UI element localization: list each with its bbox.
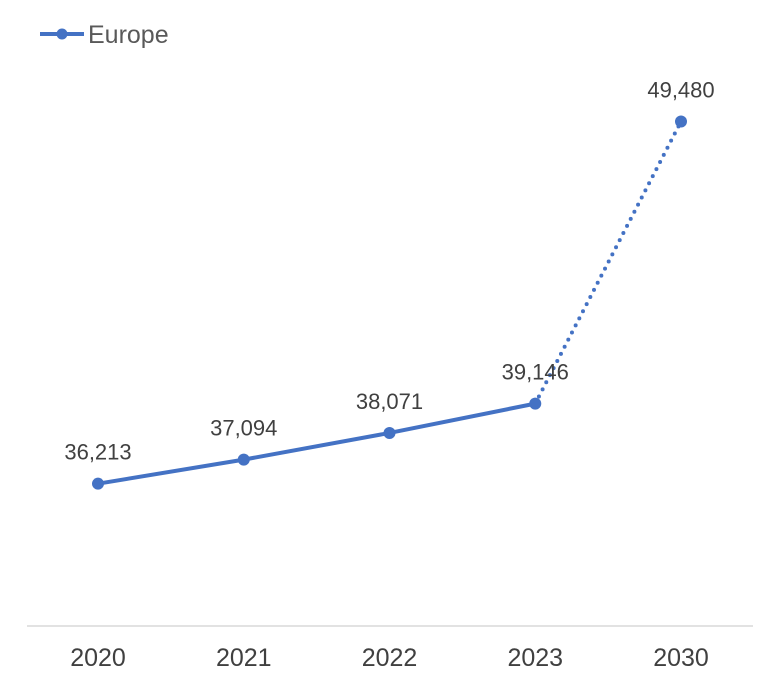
data-label-2020: 36,213	[64, 440, 131, 465]
series-line-segment	[387, 401, 538, 435]
data-label-2023: 39,146	[502, 360, 569, 385]
data-labels: 36,213 37,094 38,071 39,146 49,480	[64, 77, 714, 464]
series-line-segment-projected	[533, 119, 683, 406]
data-point-2022	[383, 426, 396, 439]
data-point-2021	[237, 453, 250, 466]
data-label-2021: 37,094	[210, 416, 277, 441]
legend: Europe	[40, 21, 169, 49]
x-tick-label-2021: 2021	[216, 644, 272, 672]
data-point-2023	[529, 397, 542, 410]
legend-dot-marker	[56, 28, 68, 40]
x-tick-label-2020: 2020	[70, 644, 126, 672]
x-tick-label-2022: 2022	[362, 644, 418, 672]
plot-area	[92, 115, 687, 490]
series-line-segment	[241, 430, 392, 462]
series-line-segment	[96, 457, 246, 486]
data-point-2030	[675, 115, 687, 128]
data-point-2020	[92, 477, 104, 490]
legend-label-europe: Europe	[88, 21, 169, 49]
x-axis-ticks: 2020 2021 2022 2023 2030	[70, 644, 709, 672]
data-label-2022: 38,071	[356, 389, 423, 414]
data-label-2030: 49,480	[647, 77, 714, 102]
x-tick-label-2023: 2023	[507, 644, 563, 672]
x-tick-label-2030: 2030	[653, 644, 709, 672]
